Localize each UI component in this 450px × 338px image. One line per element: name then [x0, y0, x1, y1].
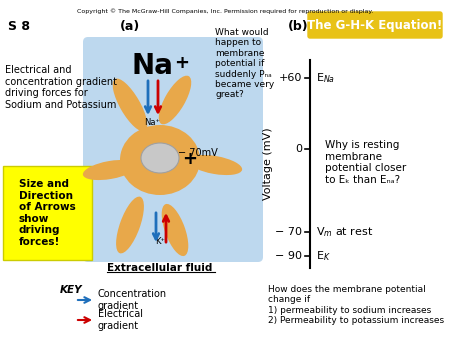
- Ellipse shape: [120, 125, 200, 195]
- Text: Copyright © The McGraw-Hill Companies, Inc. Permission required for reproduction: Copyright © The McGraw-Hill Companies, I…: [77, 8, 373, 14]
- Text: K: K: [149, 148, 171, 176]
- Text: (a): (a): [120, 20, 140, 33]
- Text: V$_m$ at rest: V$_m$ at rest: [316, 225, 373, 239]
- Text: − 70: − 70: [275, 227, 302, 237]
- Ellipse shape: [162, 204, 188, 256]
- Text: KEY: KEY: [60, 285, 83, 295]
- Text: E$_{Na}$: E$_{Na}$: [316, 71, 335, 85]
- Text: +: +: [174, 54, 189, 72]
- Text: (b): (b): [288, 20, 309, 33]
- Text: − 90: − 90: [275, 251, 302, 261]
- Text: Na: Na: [131, 52, 173, 80]
- Text: The G-H-K Equation!: The G-H-K Equation!: [307, 19, 443, 31]
- Text: Extracellular fluid: Extracellular fluid: [107, 263, 213, 273]
- Text: Why is resting
membrane
potential closer
to Eₖ than Eₙₐ?: Why is resting membrane potential closer…: [325, 140, 406, 185]
- Text: What would
happen to
membrane
potential if
suddenly Pₙₐ
became very
great?: What would happen to membrane potential …: [215, 28, 274, 99]
- FancyBboxPatch shape: [83, 37, 263, 262]
- Text: Concentration
gradient: Concentration gradient: [98, 289, 167, 311]
- Text: 0: 0: [295, 144, 302, 154]
- FancyBboxPatch shape: [308, 12, 442, 38]
- Ellipse shape: [116, 197, 144, 254]
- Text: Electrical
gradient: Electrical gradient: [98, 309, 143, 331]
- Text: +60: +60: [279, 73, 302, 83]
- Text: +: +: [182, 150, 197, 168]
- Ellipse shape: [112, 78, 147, 131]
- FancyBboxPatch shape: [3, 166, 92, 260]
- Ellipse shape: [188, 155, 242, 175]
- Text: S 8: S 8: [8, 20, 30, 33]
- Text: − 70mV: − 70mV: [178, 148, 218, 158]
- Text: How does the membrane potential
change if
1) permeability to sodium increases
2): How does the membrane potential change i…: [268, 285, 444, 325]
- Text: K⁺: K⁺: [155, 237, 165, 246]
- Ellipse shape: [159, 76, 191, 124]
- Text: Electrical and
concentration gradient
driving forces for
Sodium and Potassium: Electrical and concentration gradient dr…: [5, 65, 117, 110]
- Text: Na⁺: Na⁺: [144, 118, 160, 127]
- Ellipse shape: [141, 143, 179, 173]
- Text: Voltage (mV): Voltage (mV): [263, 128, 273, 200]
- Text: Size and
Direction
of Arrows
show
driving
forces!: Size and Direction of Arrows show drivin…: [18, 179, 76, 247]
- Text: E$_K$: E$_K$: [316, 249, 331, 263]
- Ellipse shape: [83, 160, 137, 180]
